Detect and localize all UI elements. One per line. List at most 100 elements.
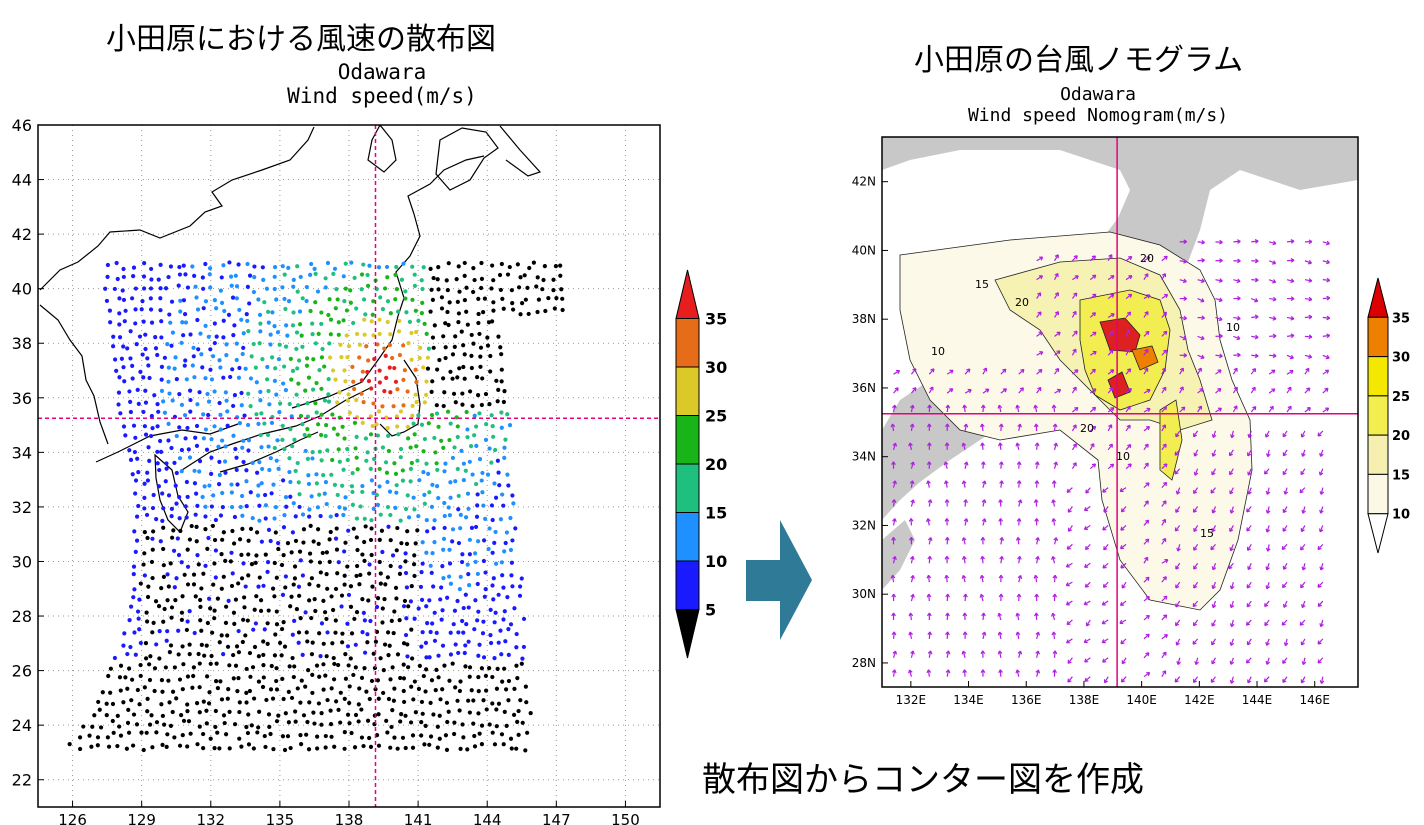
x-tick-label: 135 [266, 811, 295, 825]
scatter-point [258, 608, 264, 613]
wind-vector-head [1110, 463, 1115, 468]
wind-vector-head [1174, 470, 1179, 475]
wind-vector-head [1072, 462, 1077, 467]
wind-vector [1120, 524, 1127, 531]
scatter-point [340, 631, 345, 636]
scatter-point [509, 560, 514, 565]
scatter-point [316, 331, 321, 336]
scatter-point [413, 329, 419, 335]
scatter-point [386, 433, 391, 438]
scatter-point [245, 284, 250, 289]
scatter-point [195, 503, 200, 509]
scatter-point [126, 730, 132, 735]
wind-vector-head [927, 442, 932, 447]
scatter-point [419, 644, 424, 649]
scatter-point [398, 455, 403, 460]
scatter-point [343, 379, 348, 384]
scatter-point [481, 538, 487, 543]
wind-vector [892, 556, 896, 564]
wind-vector [1161, 386, 1167, 394]
scatter-point [131, 712, 137, 717]
wind-vector-head [1103, 508, 1108, 513]
scatter-point [485, 472, 491, 477]
wind-vector-head [1317, 432, 1322, 437]
scatter-point [81, 724, 86, 729]
wind-vector-head [1038, 275, 1044, 280]
scatter-point [108, 320, 113, 325]
scatter-point [317, 368, 322, 373]
scatter-point [231, 433, 236, 438]
wind-vector-head [891, 499, 897, 503]
scatter-point [475, 492, 480, 497]
scatter-point [348, 300, 353, 305]
wind-vector [1194, 449, 1199, 457]
wind-vector-head [891, 537, 896, 541]
wind-vector-head [1109, 330, 1114, 335]
scatter-point [159, 388, 165, 393]
scatter-point [447, 678, 452, 683]
scatter-point [192, 468, 197, 473]
wind-vector-head [945, 593, 950, 598]
scatter-point [231, 333, 236, 338]
wind-vector [1121, 676, 1127, 683]
scatter-point [342, 696, 347, 702]
scatter-point [220, 490, 225, 496]
wind-vector-head [966, 368, 971, 373]
scatter-point [319, 386, 324, 391]
scatter-point [155, 424, 160, 429]
scatter-point [300, 422, 305, 427]
wind-vector-head [981, 612, 986, 617]
wind-vector [1267, 449, 1270, 457]
scatter-point [461, 364, 466, 370]
scatter-point [263, 492, 268, 498]
scatter-point [184, 515, 189, 520]
scatter-point [231, 403, 236, 409]
scatter-point [525, 285, 530, 290]
wind-vector [1233, 279, 1241, 283]
scatter-point [335, 297, 340, 302]
wind-vector-head [1092, 388, 1097, 393]
scatter-point [256, 297, 261, 302]
wind-vector-head [1183, 315, 1188, 321]
scatter-point [397, 571, 403, 576]
wind-vector [1284, 487, 1288, 495]
scatter-point [487, 665, 492, 671]
wind-vector-head [1108, 254, 1113, 259]
scatter-point [268, 332, 273, 337]
wind-vector [1161, 443, 1167, 451]
scatter-point [288, 427, 293, 432]
wind-vector [963, 404, 966, 413]
scatter-point [551, 288, 556, 293]
scatter-point [187, 652, 192, 657]
wind-vector-head [1211, 509, 1216, 514]
scatter-point [160, 491, 165, 496]
scatter-point [521, 644, 526, 650]
scatter-point [437, 713, 442, 718]
scatter-point [281, 478, 286, 483]
scatter-point [432, 638, 438, 643]
scatter-point [451, 391, 457, 396]
wind-vector-head [980, 461, 986, 466]
scatter-point [198, 604, 203, 609]
wind-vector-head [1247, 490, 1252, 495]
scatter-point [387, 342, 393, 348]
scatter-point [233, 663, 239, 668]
scatter-point [286, 299, 292, 304]
wind-vector-head [1051, 631, 1057, 636]
wind-vector [1192, 600, 1199, 607]
scatter-point [307, 598, 312, 603]
scatter-point [163, 665, 168, 670]
wind-vector-head [1017, 423, 1022, 428]
scatter-point [197, 459, 203, 464]
wind-vector [928, 499, 932, 507]
scatter-point [348, 656, 353, 661]
wind-vector [1179, 279, 1187, 283]
scatter-point [135, 609, 141, 614]
scatter-point [432, 540, 437, 545]
scatter-point [473, 598, 478, 603]
scatter-point [342, 573, 347, 578]
scatter-point [206, 596, 212, 601]
scatter-point [412, 272, 417, 277]
scatter-point [148, 654, 153, 659]
scatter-point [273, 366, 278, 371]
